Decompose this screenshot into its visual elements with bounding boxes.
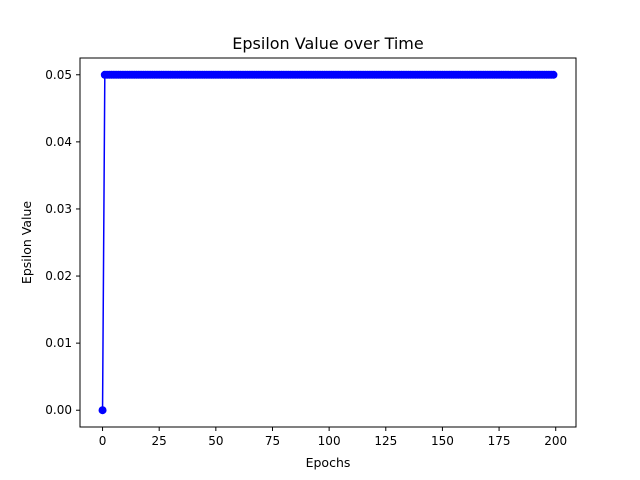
x-tick-label: 150 (431, 434, 454, 448)
x-tick-label: 75 (265, 434, 280, 448)
y-tick-label: 0.02 (45, 269, 72, 283)
y-tick-label: 0.01 (45, 336, 72, 350)
x-tick-label: 175 (488, 434, 511, 448)
x-tick-label: 100 (318, 434, 341, 448)
chart-title: Epsilon Value over Time (232, 34, 423, 53)
x-tick-label: 25 (152, 434, 167, 448)
y-axis-label: Epsilon Value (19, 201, 34, 284)
series-line (101, 74, 554, 411)
plot-frame (79, 57, 577, 428)
data-point (549, 70, 558, 79)
x-axis: 0 25 50 75 100 125 150 175 200 (99, 427, 567, 448)
y-tick-label: 0.03 (45, 202, 72, 216)
data-point (98, 406, 107, 415)
y-tick-label: 0.05 (45, 68, 72, 82)
y-axis: 0.00 0.01 0.02 0.03 0.04 0.05 (45, 68, 80, 417)
x-axis-label: Epochs (306, 455, 351, 470)
x-tick-label: 0 (99, 434, 107, 448)
y-tick-label: 0.04 (45, 135, 72, 149)
plot-area (98, 70, 558, 415)
y-tick-label: 0.00 (45, 403, 72, 417)
x-tick-label: 200 (544, 434, 567, 448)
x-tick-label: 125 (374, 434, 397, 448)
x-tick-label: 50 (208, 434, 223, 448)
